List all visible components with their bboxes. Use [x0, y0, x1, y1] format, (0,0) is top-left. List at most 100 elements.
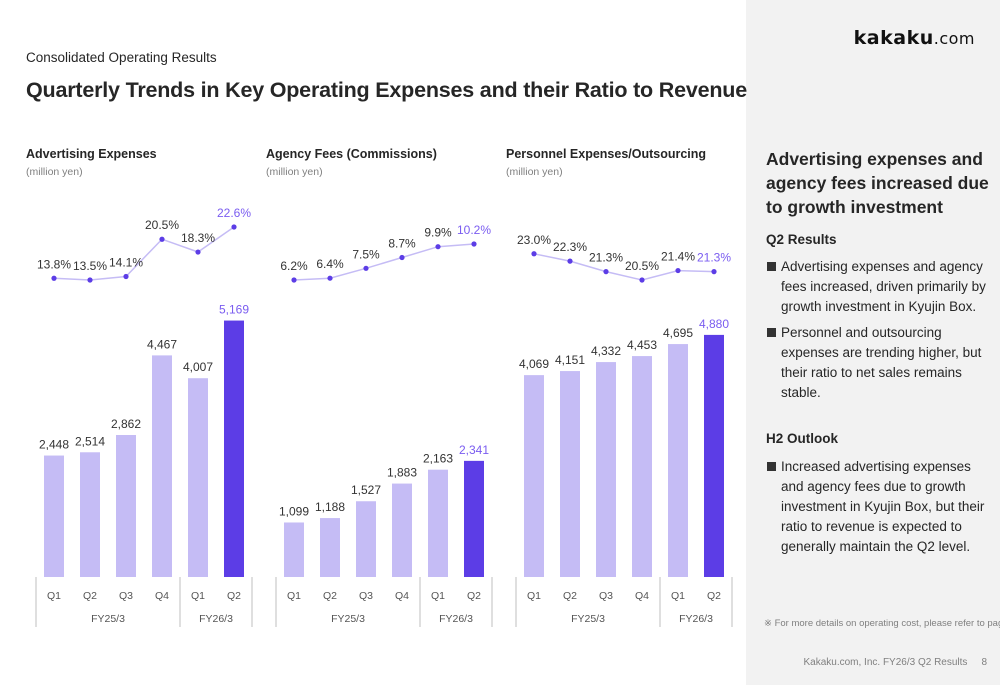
axis-tick-label: Q1: [527, 590, 541, 602]
axis-group-label: FY26/3: [679, 613, 713, 625]
ratio-point: [51, 275, 57, 281]
footer-text: Kakaku.com, Inc. FY26/3 Q2 Results: [803, 657, 968, 668]
chart-canvas: FY25/3 FY26/3 1,099 Q1 1,188 Q2 1,527 Q3 1,883 Q4…: [275, 223, 493, 627]
ratio-point: [87, 277, 93, 283]
bar-value-label: 4,332: [591, 344, 621, 358]
axis-group-label: FY25/3: [331, 613, 365, 625]
axis-group-label: FY26/3: [439, 613, 473, 625]
bar: [116, 435, 136, 577]
insight-title: Advertising expenses and agency fees inc…: [766, 149, 989, 217]
ratio-label: 23.0%: [517, 233, 551, 247]
logo-wordmark: kakaku: [853, 27, 934, 49]
bar-value-label: 4,467: [147, 337, 177, 351]
bullet-text: Personnel and outsourcing expenses are t…: [781, 325, 982, 400]
axis-tick-label: Q3: [119, 590, 133, 602]
personnel-expenses-chart: Personnel Expenses/Outsourcing (million …: [506, 145, 736, 630]
page-title: Quarterly Trends in Key Operating Expens…: [26, 78, 747, 102]
bar: [560, 371, 580, 577]
bar: [188, 378, 208, 577]
ratio-point: [327, 275, 333, 281]
bullet-text: Advertising expenses and agency fees inc…: [781, 259, 986, 314]
bar-value-label: 2,448: [39, 438, 69, 452]
ratio-label: 7.5%: [352, 247, 380, 261]
bar-value-label: 1,188: [315, 500, 345, 514]
ratio-point: [159, 236, 165, 242]
bar: [596, 362, 616, 577]
bar: [392, 483, 412, 577]
bar-value-label: 2,163: [423, 452, 453, 466]
axis-tick-label: Q1: [287, 590, 301, 602]
bar-value-label: 2,862: [111, 417, 141, 431]
bar-value-label: 4,069: [519, 357, 549, 371]
ratio-label: 21.4%: [661, 250, 695, 264]
ratio-label: 22.3%: [553, 240, 587, 254]
section-label: Consolidated Operating Results: [26, 50, 217, 65]
q2-bullet: Personnel and outsourcing expenses are t…: [766, 323, 988, 403]
advertising-expenses-chart: Advertising Expenses (million yen) FY25/…: [26, 145, 256, 630]
bar: [668, 344, 688, 577]
q2-results-heading: Q2 Results: [766, 232, 837, 247]
axis-tick-label: Q2: [563, 590, 577, 602]
ratio-label: 20.5%: [625, 259, 659, 273]
axis-tick-label: Q2: [707, 590, 721, 602]
ratio-line: [533, 253, 715, 281]
h2-bullet: Increased advertising expenses and agenc…: [766, 457, 988, 557]
axis-tick-label: Q1: [431, 590, 445, 602]
ratio-point: [711, 269, 717, 275]
ratio-label: 6.2%: [280, 259, 308, 273]
ratio-point: [639, 277, 645, 283]
ratio-point: [195, 249, 201, 255]
bar: [44, 455, 64, 577]
bar: [524, 375, 544, 577]
bar: [356, 501, 376, 577]
ratio-point: [531, 251, 537, 257]
q2-bullet: Advertising expenses and agency fees inc…: [766, 257, 988, 317]
bar: [80, 452, 100, 577]
bar-value-label: 4,151: [555, 353, 585, 367]
ratio-label: 13.5%: [73, 259, 107, 273]
axis-group-label: FY25/3: [91, 613, 125, 625]
ratio-point: [363, 265, 369, 271]
axis-tick-label: Q2: [323, 590, 337, 602]
bar: [428, 469, 448, 577]
page-number: 8: [981, 657, 987, 668]
axis-tick-label: Q4: [635, 590, 649, 602]
axis-tick-label: Q1: [671, 590, 685, 602]
chart-unit: (million yen): [26, 166, 83, 178]
bar-value-label: 4,695: [663, 326, 693, 340]
page-footer: Kakaku.com, Inc. FY26/3 Q2 Results 8: [803, 657, 987, 668]
bar-value-label: 5,169: [219, 303, 249, 317]
ratio-line: [53, 226, 235, 281]
ratio-point: [675, 267, 681, 274]
bar: [152, 355, 172, 577]
bar-value-label: 2,514: [75, 434, 105, 448]
chart-unit: (million yen): [266, 166, 323, 178]
ratio-label: 21.3%: [697, 251, 731, 265]
chart-canvas: FY25/3 FY26/3 4,069 Q1 4,151 Q2 4,332 Q3 4,453 Q4…: [515, 233, 733, 627]
ratio-label: 14.1%: [109, 256, 143, 270]
axis-group-label: FY26/3: [199, 613, 233, 625]
bullet-square-icon: [767, 462, 776, 471]
chart-title: Personnel Expenses/Outsourcing: [506, 147, 707, 161]
footnote: ※ For more details on operating cost, pl…: [764, 618, 1000, 629]
ratio-label: 18.3%: [181, 231, 215, 245]
axis-group-label: FY25/3: [571, 613, 605, 625]
bar-value-label: 4,880: [699, 317, 729, 331]
bar: [704, 334, 724, 577]
ratio-point: [603, 269, 609, 275]
bullet-square-icon: [767, 328, 776, 337]
chart-title: Advertising Expenses: [26, 147, 157, 161]
bar-value-label: 2,341: [459, 443, 489, 457]
axis-tick-label: Q2: [83, 590, 97, 602]
ratio-label: 22.6%: [217, 206, 251, 220]
ratio-label: 13.8%: [37, 257, 71, 271]
chart-title: Agency Fees (Commissions): [266, 147, 437, 161]
bar: [632, 356, 652, 577]
ratio-label: 8.7%: [388, 237, 416, 251]
bullet-text: Increased advertising expenses and agenc…: [781, 459, 985, 554]
ratio-point: [291, 277, 297, 283]
bar: [320, 518, 340, 577]
ratio-point: [435, 244, 441, 250]
bar-value-label: 1,527: [351, 483, 381, 497]
chart-canvas: FY25/3 FY26/3 2,448 Q1 2,514 Q2 2,862 Q3 4,467 Q4…: [35, 206, 253, 627]
